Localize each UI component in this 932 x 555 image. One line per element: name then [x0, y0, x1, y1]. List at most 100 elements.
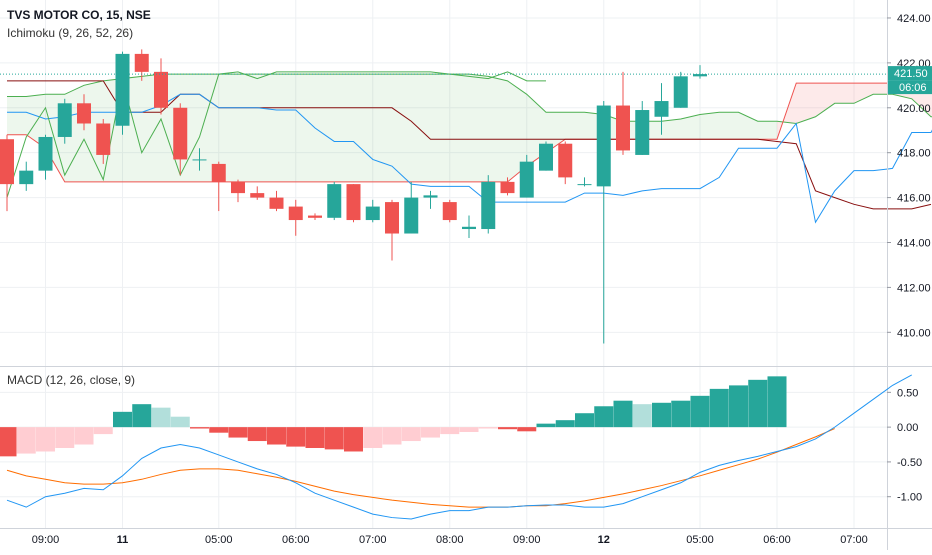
candle-up — [327, 184, 342, 218]
macd-histogram-bar — [151, 407, 171, 428]
time-axis: 09:00 11 05:00 06:00 07:00 08:00 09:00 12 05:00 0… — [32, 534, 868, 546]
macd-tick-label: 0.00 — [897, 422, 918, 434]
candle-up — [539, 143, 553, 171]
signal-line — [6, 428, 835, 508]
candle-up — [115, 53, 130, 126]
cloud-segment — [353, 74, 373, 182]
time-tick-label: 07:00 — [840, 534, 868, 546]
conversion-line — [7, 93, 932, 224]
candle-down — [288, 206, 303, 221]
macd-histogram-bar — [478, 427, 498, 429]
macd-histogram-bar — [209, 427, 229, 433]
time-tick-label: 11 — [117, 534, 129, 546]
macd-histogram-bar — [324, 427, 344, 450]
macd-histogram-bar — [498, 427, 517, 430]
time-tick-label: 06:00 — [282, 534, 310, 546]
macd-histogram-bar — [113, 411, 132, 428]
macd-histogram-bar — [132, 404, 152, 428]
time-tick-label: 05:00 — [686, 534, 714, 546]
cloud-segment — [815, 83, 835, 117]
cloud-segment — [507, 80, 527, 182]
macd-tick-label: -1.00 — [897, 492, 922, 504]
macd-histogram-bar — [440, 427, 460, 435]
cloud-segment — [565, 112, 585, 140]
time-tick-label: 07:00 — [359, 534, 387, 546]
cloud-segment — [449, 74, 469, 182]
macd-histogram-bar — [74, 427, 94, 445]
price-tick-label: 410.00 — [897, 327, 931, 339]
macd-histogram-bar — [517, 427, 537, 432]
time-tick-label: 12 — [598, 534, 610, 546]
cloud-segment — [295, 74, 315, 182]
macd-histogram-bar — [632, 404, 652, 428]
cloud-segment — [430, 74, 450, 182]
candle-down — [346, 184, 361, 221]
candle-down — [308, 215, 322, 218]
macd-histogram-bar — [305, 427, 325, 448]
macd-histogram-bar — [709, 388, 729, 428]
candle-up — [519, 161, 534, 198]
candle-up — [635, 110, 650, 155]
candle-down — [250, 193, 265, 198]
cloud-segment — [488, 76, 508, 182]
candle-down — [231, 181, 245, 194]
candle-up — [481, 181, 496, 230]
macd-histogram-bar — [247, 427, 267, 442]
macd-histogram-bar — [16, 427, 36, 454]
macd-legend[interactable]: MACD (12, 26, close, 9) — [7, 373, 136, 387]
candle-up — [423, 195, 438, 198]
macd-histogram-bar — [382, 427, 402, 445]
cloud-segment — [680, 114, 700, 140]
cloud-segment — [796, 83, 816, 124]
macd-histogram-bar — [767, 376, 787, 428]
candle-down — [0, 139, 14, 185]
cloud-segment — [854, 83, 874, 104]
last-price-badge — [888, 66, 932, 81]
macd-histogram-bar — [267, 427, 286, 445]
price-tick-label: 420.00 — [897, 103, 931, 115]
macd-histogram-bar — [613, 400, 633, 428]
macd-histogram-bar — [286, 427, 306, 447]
candle-up — [19, 170, 34, 185]
macd-histogram-bar — [228, 427, 248, 438]
cloud-segment — [469, 74, 489, 182]
ichimoku-legend[interactable]: Ichimoku (9, 26, 52, 26) — [7, 26, 134, 40]
candle-down — [269, 197, 284, 209]
candle-down — [442, 202, 457, 221]
macd-line — [6, 374, 912, 520]
price-tick-label: 418.00 — [897, 148, 931, 160]
macd-tick-label: 0.50 — [897, 387, 918, 399]
macd-histogram-bar — [0, 427, 17, 457]
price-tick-label: 414.00 — [897, 238, 931, 250]
cloud-segment — [199, 74, 219, 182]
cloud-segment — [334, 74, 354, 182]
cloud-segment — [661, 119, 681, 140]
time-tick-label: 06:00 — [763, 534, 791, 546]
macd-histogram-bar — [575, 413, 594, 428]
candle-down — [134, 53, 149, 72]
macd-tick-label: -0.50 — [897, 457, 922, 469]
cloud-segment — [757, 121, 777, 140]
candles — [0, 49, 707, 344]
macd-histogram-bar — [459, 427, 479, 432]
price-tick-label: 424.00 — [897, 13, 931, 25]
candle-up — [673, 76, 688, 108]
candle-down — [616, 105, 630, 151]
macd-histogram-bar — [652, 402, 671, 428]
candle-up — [596, 105, 611, 187]
macd-histogram-bar — [401, 427, 421, 442]
macd-histogram — [0, 376, 787, 457]
last-price-label: 421.50 — [894, 68, 928, 80]
cloud-segment — [372, 74, 392, 182]
macd-histogram-bar — [55, 427, 75, 448]
cloud-segment — [257, 74, 277, 182]
cloud-segment — [315, 74, 335, 182]
candle-up — [462, 226, 476, 230]
price-tick-label: 412.00 — [897, 282, 931, 294]
time-tick-label: 09:00 — [32, 534, 60, 546]
cloud-segment — [411, 74, 431, 182]
candle-up — [404, 197, 419, 234]
cloud-segment — [546, 112, 566, 153]
macd-histogram-bar — [344, 427, 363, 452]
